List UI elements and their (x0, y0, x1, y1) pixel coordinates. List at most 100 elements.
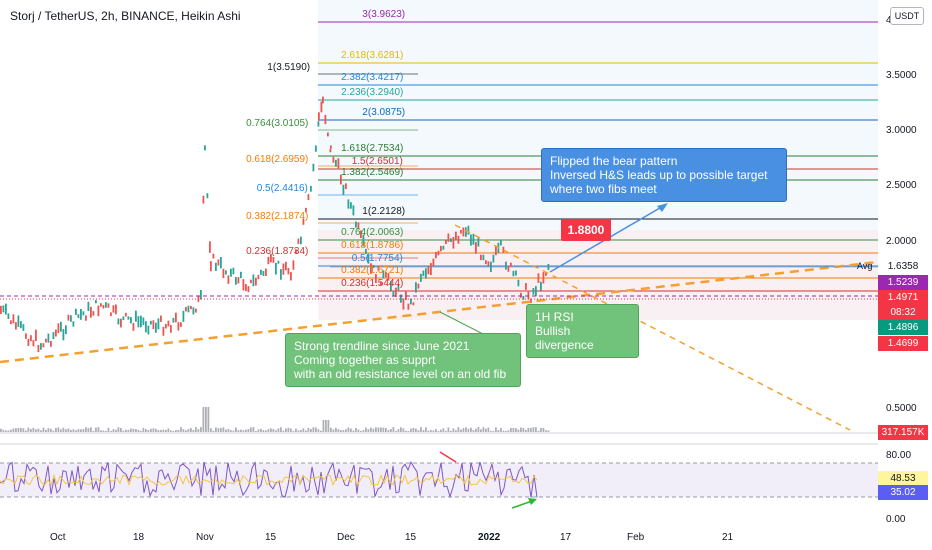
volume-bar (35, 429, 37, 432)
candle (300, 236, 302, 245)
volume-bar (82, 429, 85, 432)
fib-label: 1(2.2128) (362, 206, 406, 217)
candle (377, 265, 380, 271)
volume-bar (312, 427, 315, 432)
chart-area[interactable]: Storj / TetherUS, 2h, BINANCE, Heikin As… (0, 0, 878, 525)
chart-title: Storj / TetherUS, 2h, BINANCE, Heikin As… (8, 8, 243, 24)
volume-bar (335, 427, 337, 432)
candle (535, 286, 537, 297)
price-tag: 1.4971 (878, 290, 928, 305)
volume-bar (425, 427, 427, 432)
currency-button[interactable]: USDT (890, 7, 924, 25)
candle (27, 338, 30, 346)
time-tick: 17 (560, 532, 572, 543)
candle (530, 298, 532, 304)
volume-bar (225, 429, 227, 432)
candle (20, 321, 22, 329)
candle (515, 270, 517, 276)
volume-bar (432, 430, 435, 432)
volume-bar (442, 428, 445, 432)
candle (60, 321, 62, 332)
candle (450, 238, 452, 242)
volume-bar (300, 429, 302, 432)
candle (70, 315, 72, 322)
candle (242, 279, 245, 291)
volume-bar (485, 428, 487, 432)
volume-bar (240, 429, 242, 432)
candle (265, 268, 267, 276)
fib-label: 0.5(1.7754) (351, 253, 403, 264)
candle (270, 253, 272, 263)
volume-bar (487, 427, 490, 432)
volume-bar (372, 428, 375, 432)
candle (177, 322, 180, 331)
volume-bar (342, 430, 345, 432)
volume-bar (0, 428, 2, 432)
candle (100, 303, 102, 307)
candle (112, 305, 115, 313)
volume-bar (535, 427, 537, 432)
candle (322, 96, 324, 104)
volume-bar (497, 430, 500, 432)
candle (517, 279, 520, 287)
volume-bar (142, 427, 145, 432)
candle (120, 318, 122, 328)
candle (357, 222, 360, 230)
candle (457, 235, 460, 244)
candle (282, 263, 285, 275)
candle (367, 254, 370, 264)
candle (297, 238, 300, 244)
volume-bar (467, 428, 470, 432)
volume-bar (192, 429, 195, 432)
volume-bar (255, 430, 257, 432)
candle (470, 234, 472, 246)
candle (305, 207, 307, 213)
candle (425, 268, 427, 279)
volume-bar (30, 428, 32, 432)
volume-bar (275, 430, 277, 432)
volume-bar (420, 427, 422, 432)
candle (472, 233, 475, 245)
candle (182, 310, 185, 322)
time-tick: 15 (265, 532, 277, 543)
volume-bar (407, 430, 410, 432)
volume-bar (260, 428, 262, 432)
fib-label: 2(3.0875) (362, 107, 406, 118)
candle (25, 333, 27, 339)
callout-line: with an old resistance level on an old f… (294, 367, 507, 381)
fib-label: 0.764(2.0063) (341, 227, 404, 238)
volume-bar (182, 429, 185, 432)
candle (327, 132, 329, 137)
volume-bar (245, 429, 247, 432)
volume-bar (140, 430, 142, 432)
time-axis[interactable]: Oct 18 Nov 15 Dec 15 2022 17 Feb 21 (0, 525, 932, 550)
candle (500, 240, 502, 246)
candle (400, 294, 402, 303)
volume-bar (392, 427, 395, 432)
candle (165, 323, 167, 329)
candle (417, 283, 420, 289)
volume-bar (472, 429, 475, 432)
volume-bar (447, 427, 450, 432)
candle (542, 272, 545, 284)
candle (77, 314, 80, 318)
volume-bar (387, 430, 390, 432)
volume-bar (47, 428, 50, 432)
volume-bar (67, 428, 70, 432)
volume-bar (72, 429, 75, 432)
candle (237, 277, 240, 284)
candle (405, 290, 407, 300)
candle (395, 287, 397, 297)
volume-bar (90, 427, 92, 432)
candle (202, 195, 205, 204)
candle (192, 307, 195, 315)
volume-bar (317, 429, 320, 432)
volume-bar (115, 429, 117, 432)
candle (329, 148, 332, 153)
price-chart[interactable] (0, 0, 878, 525)
volume-bar (120, 427, 122, 432)
volume-bar (325, 420, 327, 432)
time-tick: Feb (627, 532, 645, 543)
candle (455, 231, 457, 241)
volume-bar (445, 430, 447, 432)
